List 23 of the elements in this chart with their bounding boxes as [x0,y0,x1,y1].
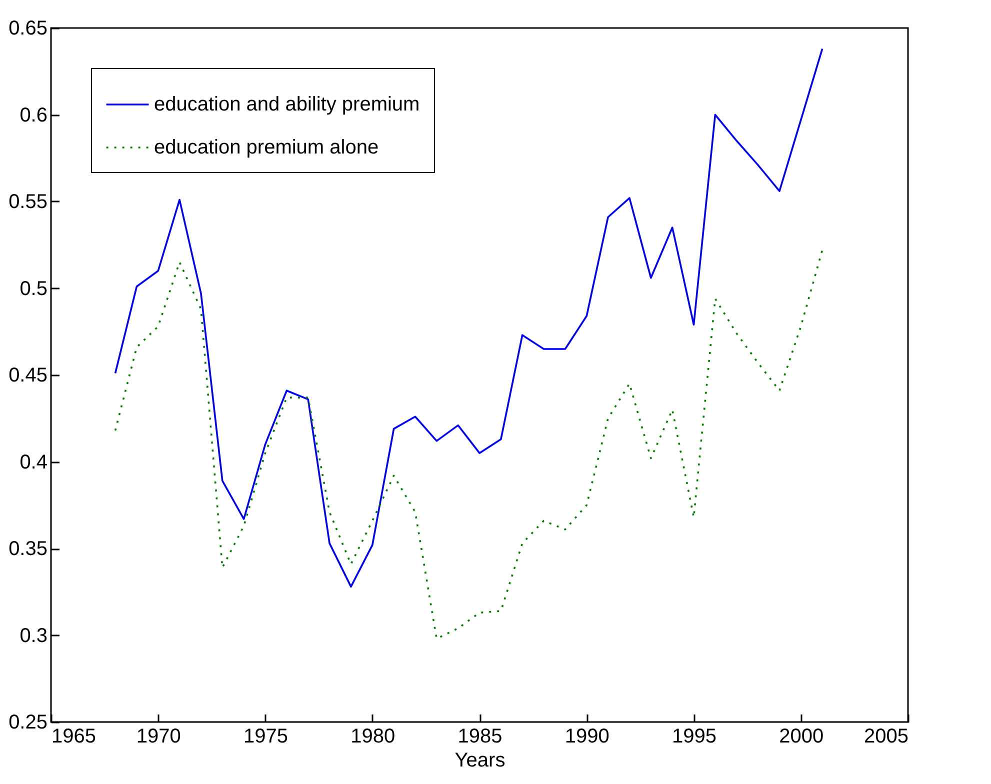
y-tick-label: 0.6 [20,104,48,126]
legend-label: education premium alone [154,136,379,158]
x-tick-label: 2000 [779,726,824,748]
x-tick-label: 1990 [564,726,610,748]
line-series [114,48,824,588]
line-series [114,249,824,640]
x-tick-label: 1975 [244,726,288,748]
legend-label: education and ability premium [154,94,420,116]
y-tick-label: 0.35 [8,538,48,560]
x-tick-label: 1980 [350,726,396,748]
y-tick-label: 0.65 [8,18,48,40]
y-tick-label: 0.55 [8,191,48,213]
x-tick-label: 1985 [458,726,502,748]
y-tick-label: 0.5 [20,278,48,300]
x-tick-label: 1970 [136,726,181,748]
y-tick-label: 0.25 [8,712,48,734]
x-tick-label: 1965 [52,726,96,748]
x-tick-label: 2005 [864,726,908,748]
x-axis-title: Years [454,750,506,772]
y-tick-label: 0.4 [20,451,48,474]
y-tick-label: 0.45 [8,364,48,386]
y-tick-label: 0.3 [20,624,48,647]
x-tick-label: 1995 [672,726,716,748]
